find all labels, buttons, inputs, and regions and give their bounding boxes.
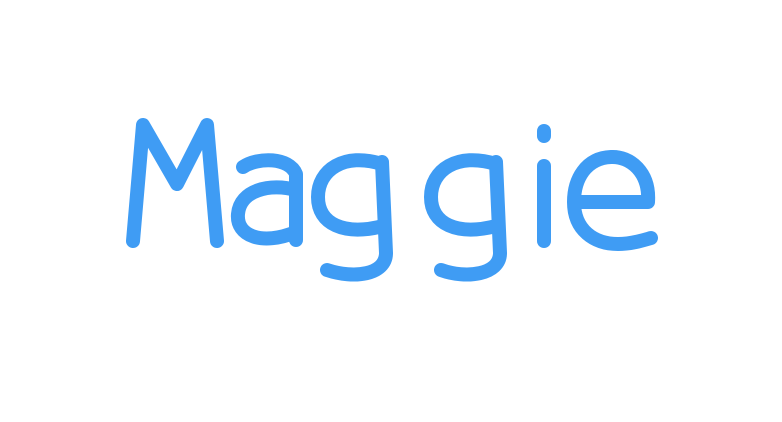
- letter-m: [126, 118, 224, 248]
- word-glyphs: [126, 118, 658, 282]
- letter-g-first: [311, 153, 393, 282]
- letter-a: [230, 153, 303, 247]
- letter-e: [567, 150, 658, 251]
- letter-g-second: [424, 153, 507, 282]
